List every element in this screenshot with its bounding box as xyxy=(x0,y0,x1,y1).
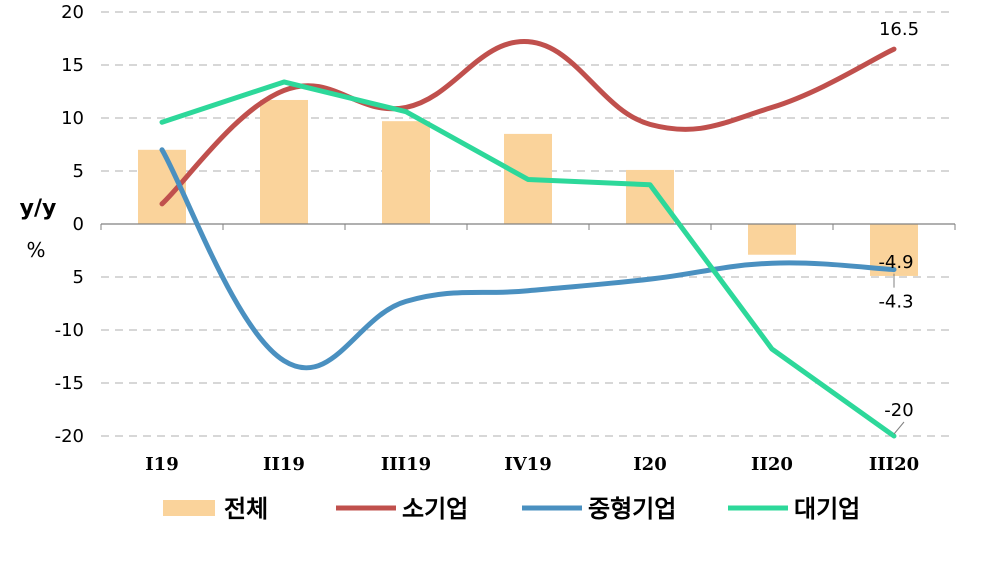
y-tick-label: -10 xyxy=(55,320,84,341)
legend-label-total: 전체 xyxy=(224,495,268,523)
y-tick-label: 15 xyxy=(61,55,84,76)
leader-line xyxy=(893,421,905,435)
legend-label-small: 소기업 xyxy=(402,495,468,523)
y-tick-label: 20 xyxy=(61,2,84,23)
bar-III19 xyxy=(382,121,430,224)
line-series-3 xyxy=(159,79,897,439)
y-tick-label: 5 xyxy=(73,267,84,288)
x-tick-label: II20 xyxy=(751,454,793,475)
x-tick-label: I19 xyxy=(145,454,178,475)
y-tick-label: 0 xyxy=(73,214,84,235)
x-tick-label: IV19 xyxy=(504,454,551,475)
line-series-1 xyxy=(159,39,897,207)
x-tick-label: III20 xyxy=(869,454,919,475)
labels: 20 15 10 5 0 5 -10 -15 -20 I19 II19 III19 IV19 I20 II2… xyxy=(55,2,920,475)
x-tick-label: III19 xyxy=(381,454,431,475)
lines xyxy=(159,39,897,439)
axes xyxy=(100,223,956,230)
y-tick-label: -20 xyxy=(55,426,84,447)
data-label: -4.3 xyxy=(878,292,913,313)
line-series-2 xyxy=(159,147,897,371)
legend-label-medium: 중형기업 xyxy=(588,495,676,523)
x-tick-label: I20 xyxy=(633,454,666,475)
y-tick-label: 10 xyxy=(61,108,84,129)
bars xyxy=(138,99,918,276)
bar-II20 xyxy=(748,224,796,255)
bar-I20 xyxy=(626,169,674,224)
y-tick-label: 5 xyxy=(73,161,84,182)
data-label: -4.9 xyxy=(878,252,913,273)
bar-II19 xyxy=(260,99,308,224)
y-axis-unit: % xyxy=(26,238,45,262)
legend-label-large: 대기업 xyxy=(794,495,860,523)
y-tick-label: -15 xyxy=(55,373,84,394)
data-label: 16.5 xyxy=(879,19,919,40)
y-axis-label: y/y xyxy=(20,196,57,221)
data-label: -20 xyxy=(884,400,913,421)
x-tick-label: II19 xyxy=(263,454,305,475)
legend-swatch-total xyxy=(163,500,215,516)
legend: 전체 소기업 중형기업 대기업 xyxy=(163,495,860,523)
